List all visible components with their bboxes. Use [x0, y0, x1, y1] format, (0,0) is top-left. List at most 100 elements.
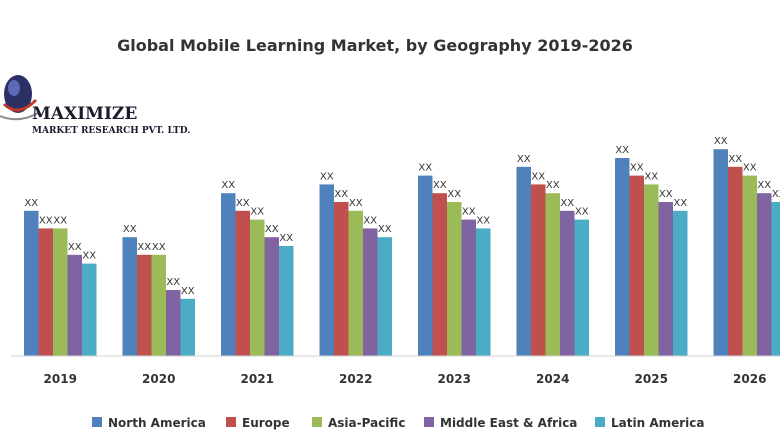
data-label-2019-0: XX: [24, 198, 38, 209]
data-label-2021-2: XX: [250, 207, 264, 218]
data-label-2024-0: XX: [517, 154, 531, 165]
bar-2021-4: [279, 246, 294, 356]
bar-2025-0: [615, 158, 630, 356]
bar-2023-4: [476, 228, 491, 356]
data-label-2019-4: XX: [82, 251, 96, 262]
data-label-2025-3: XX: [659, 189, 673, 200]
bar-2019-4: [82, 263, 97, 356]
bar-2024-0: [516, 166, 531, 356]
legend-item-2: Asia-Pacific: [312, 416, 405, 430]
bar-2022-4: [377, 237, 392, 356]
bar-2019-1: [38, 228, 53, 356]
x-tick-2021: 2021: [241, 372, 274, 386]
data-label-2020-4: XX: [181, 286, 195, 297]
bar-2019-0: [24, 210, 39, 356]
data-label-2025-1: XX: [630, 163, 644, 174]
data-label-2023-4: XX: [476, 215, 490, 226]
globe-icon: [0, 75, 41, 121]
data-label-2019-2: XX: [53, 215, 67, 226]
bar-2022-2: [348, 210, 363, 356]
data-label-2024-2: XX: [546, 180, 560, 191]
bar-2023-2: [447, 202, 462, 356]
bar-2026-4: [771, 202, 780, 356]
data-label-2021-1: XX: [236, 198, 250, 209]
bar-2022-1: [334, 202, 349, 356]
bar-2021-0: [221, 193, 236, 356]
bar-2023-1: [432, 193, 447, 356]
bar-2020-1: [137, 254, 152, 356]
legend-label-0: North America: [108, 416, 206, 430]
data-label-2022-4: XX: [378, 224, 392, 235]
data-label-2022-2: XX: [349, 198, 363, 209]
data-label-2026-0: XX: [714, 136, 728, 147]
legend-label-1: Europe: [242, 416, 290, 430]
bar-2025-3: [658, 202, 673, 356]
bar-2022-0: [319, 184, 334, 356]
data-label-2020-0: XX: [123, 224, 137, 235]
x-tick-2026: 2026: [733, 372, 766, 386]
data-label-2026-4: XX: [772, 189, 780, 200]
bar-2022-3: [363, 228, 378, 356]
data-label-2026-1: XX: [728, 154, 742, 165]
bar-2024-3: [560, 210, 575, 356]
data-label-2024-4: XX: [575, 207, 589, 218]
chart-title: Global Mobile Learning Market, by Geogra…: [117, 36, 633, 55]
data-label-2023-0: XX: [418, 163, 432, 174]
data-label-2019-3: XX: [68, 242, 82, 253]
x-tick-2019: 2019: [44, 372, 77, 386]
data-label-2022-1: XX: [334, 189, 348, 200]
bar-2023-0: [418, 175, 433, 356]
x-tick-2020: 2020: [142, 372, 175, 386]
x-tick-2023: 2023: [438, 372, 471, 386]
data-label-2026-3: XX: [757, 180, 771, 191]
data-label-2026-2: XX: [743, 163, 757, 174]
x-tick-2024: 2024: [536, 372, 569, 386]
data-label-2022-0: XX: [320, 171, 334, 182]
x-tick-2022: 2022: [339, 372, 372, 386]
bar-2019-2: [53, 228, 68, 356]
data-label-2023-3: XX: [462, 207, 476, 218]
x-tick-labels: 2019 2020 2021 2022 2023 2024 2025 2026: [44, 372, 767, 386]
bar-2021-1: [235, 210, 250, 356]
data-label-2025-2: XX: [644, 171, 658, 182]
bar-2026-1: [728, 166, 743, 356]
bar-2026-0: [713, 149, 728, 356]
bar-2021-2: [250, 219, 265, 356]
bar-2026-3: [757, 193, 772, 356]
logo-name: MAXIMIZE: [32, 104, 137, 124]
logo-tagline: MARKET RESEARCH PVT. LTD.: [32, 126, 190, 136]
x-tick-2025: 2025: [635, 372, 668, 386]
bars-layer: [24, 149, 780, 356]
bar-2024-4: [574, 219, 589, 356]
legend: North America Europe Asia-Pacific Middle Ea…: [92, 416, 705, 430]
data-label-2025-4: XX: [673, 198, 687, 209]
legend-label-2: Asia-Pacific: [328, 416, 405, 430]
company-logo: MAXIMIZE MARKET RESEARCH PVT. LTD.: [0, 75, 190, 136]
bar-2020-0: [122, 237, 137, 356]
bar-2023-3: [461, 219, 476, 356]
bar-2024-1: [531, 184, 546, 356]
bar-2020-4: [180, 298, 195, 356]
data-label-2022-3: XX: [363, 215, 377, 226]
legend-item-4: Latin America: [595, 416, 705, 430]
bar-2020-3: [166, 290, 181, 356]
bar-2024-2: [545, 193, 560, 356]
data-label-2025-0: XX: [615, 145, 629, 156]
data-label-2023-2: XX: [447, 189, 461, 200]
legend-swatch-1: [226, 417, 236, 427]
bar-2021-3: [264, 237, 279, 356]
legend-item-0: North America: [92, 416, 206, 430]
legend-label-4: Latin America: [611, 416, 705, 430]
bar-2026-2: [742, 175, 757, 356]
bar-2020-2: [151, 254, 166, 356]
data-label-2021-4: XX: [279, 233, 293, 244]
data-label-2024-1: XX: [531, 171, 545, 182]
data-label-2021-3: XX: [265, 224, 279, 235]
bar-2025-1: [629, 175, 644, 356]
legend-item-1: Europe: [226, 416, 290, 430]
data-label-2024-3: XX: [560, 198, 574, 209]
legend-swatch-4: [595, 417, 605, 427]
